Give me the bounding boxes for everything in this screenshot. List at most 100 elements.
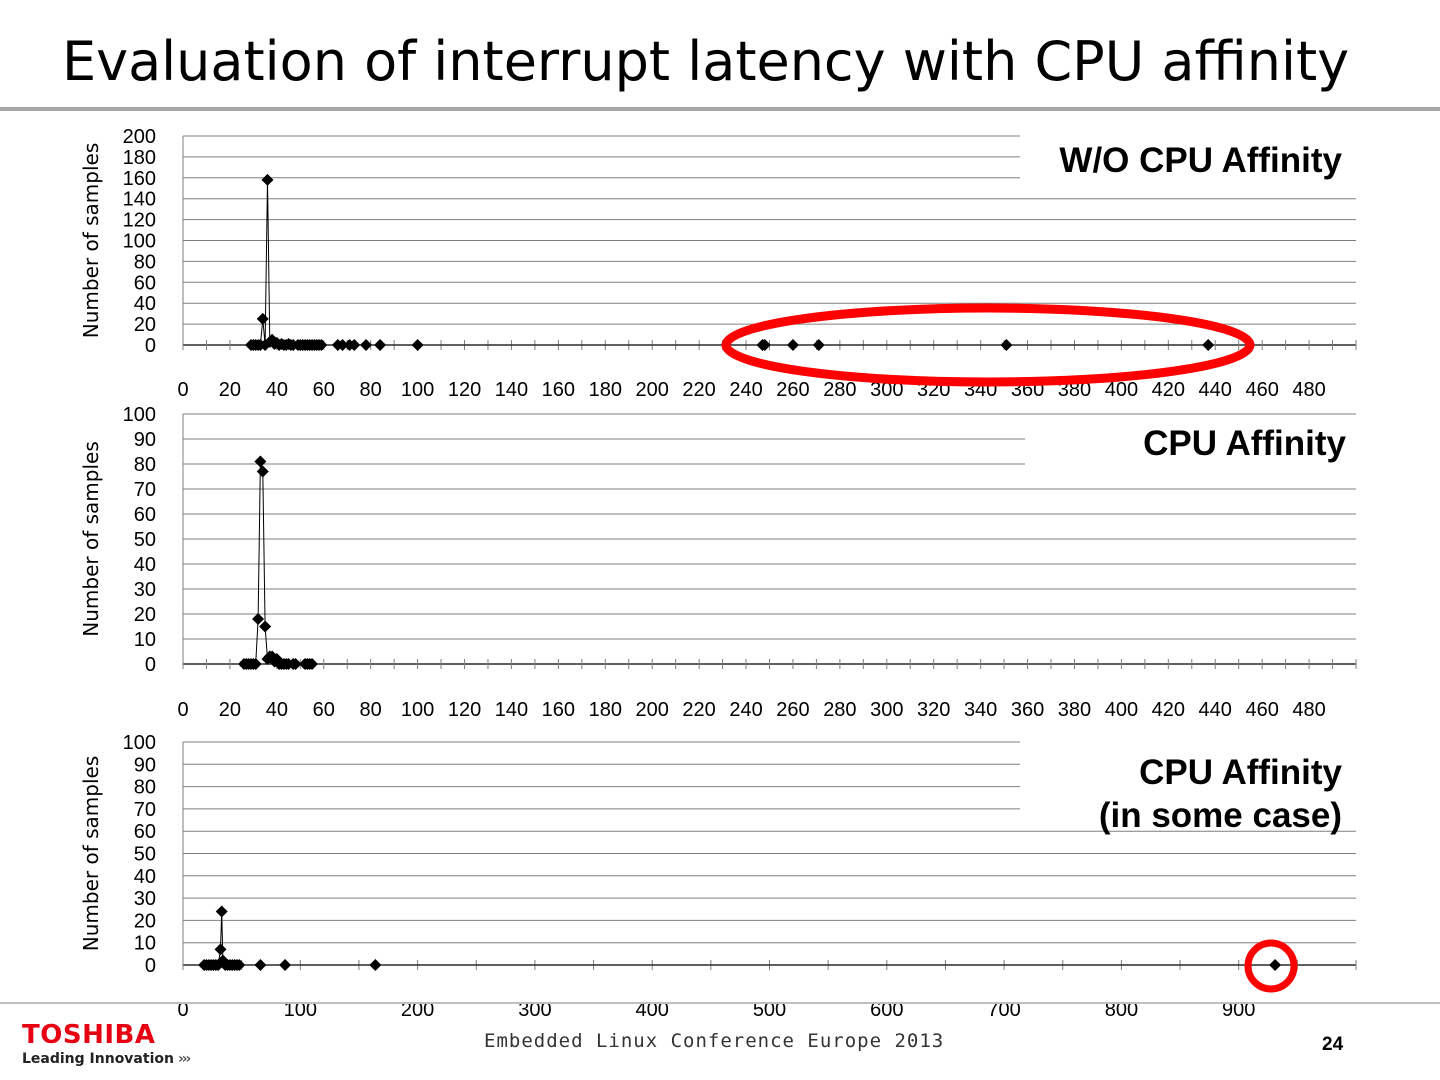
y-tick-label: 40 bbox=[134, 554, 156, 576]
x-tick-label: 40 bbox=[266, 699, 288, 721]
page-number: 24 bbox=[1322, 1034, 1344, 1055]
data-point bbox=[348, 339, 361, 351]
y-tick-label: 80 bbox=[134, 454, 156, 476]
brand-logo: TOSHIBA Leading Innovation ››› bbox=[22, 1020, 191, 1067]
brand-tagline-text: Leading Innovation bbox=[22, 1051, 174, 1067]
y-axis-title: Number of samples bbox=[79, 143, 103, 338]
x-tick-label: 140 bbox=[495, 379, 528, 401]
x-tick-label: 0 bbox=[177, 379, 188, 401]
legend-box bbox=[1020, 740, 1360, 830]
brand-name: TOSHIBA bbox=[22, 1020, 156, 1050]
y-tick-label: 50 bbox=[134, 529, 156, 551]
x-tick-label: 300 bbox=[518, 999, 551, 1021]
chart-title: W/O CPU Affinity bbox=[1059, 141, 1342, 180]
y-tick-label: 20 bbox=[134, 314, 156, 336]
chart-2: 0 10 20 30 40 50 60 70 80 90 100 0 20 40 60 80 100 120 140… bbox=[79, 404, 1360, 721]
x-tick-label: 300 bbox=[870, 379, 903, 401]
y-tick-label: 40 bbox=[134, 293, 156, 315]
x-tick-label: 120 bbox=[448, 699, 481, 721]
y-tick-label: 200 bbox=[123, 126, 156, 148]
x-tick-label: 400 bbox=[1105, 699, 1138, 721]
data-point bbox=[306, 658, 319, 670]
chart-title: CPU Affinity bbox=[1143, 424, 1346, 463]
title-divider bbox=[0, 107, 1440, 111]
y-tick-label: 60 bbox=[134, 821, 156, 843]
y-tick-label: 40 bbox=[134, 866, 156, 888]
series-line bbox=[244, 461, 312, 665]
x-tick-label: 500 bbox=[753, 999, 786, 1021]
x-tick-label: 360 bbox=[1011, 699, 1044, 721]
x-tick-label: 400 bbox=[636, 999, 669, 1021]
x-tick-label: 200 bbox=[636, 699, 669, 721]
data-point bbox=[1000, 339, 1013, 351]
x-tick-label: 400 bbox=[1105, 379, 1138, 401]
data-point bbox=[256, 312, 269, 325]
data-point bbox=[254, 959, 267, 971]
legend-box bbox=[1020, 130, 1360, 182]
x-tick-label: 140 bbox=[495, 699, 528, 721]
chart-title: (in some case) bbox=[1099, 796, 1342, 835]
x-tick-label: 60 bbox=[313, 379, 335, 401]
data-point bbox=[256, 465, 269, 478]
y-tick-label: 70 bbox=[134, 799, 156, 821]
x-tick-label: 460 bbox=[1245, 699, 1278, 721]
x-tick-label: 460 bbox=[1245, 379, 1278, 401]
data-point bbox=[279, 959, 292, 971]
y-tick-label: 60 bbox=[134, 504, 156, 526]
x-tick-label: 260 bbox=[776, 699, 809, 721]
data-point bbox=[289, 658, 302, 670]
x-tick-label: 420 bbox=[1152, 699, 1185, 721]
x-tick-label: 100 bbox=[284, 999, 317, 1021]
x-tick-label: 0 bbox=[177, 999, 188, 1021]
y-tick-label: 80 bbox=[134, 777, 156, 799]
y-tick-label: 10 bbox=[134, 629, 156, 651]
y-tick-label: 100 bbox=[123, 231, 156, 253]
x-tick-label: 480 bbox=[1292, 379, 1325, 401]
y-tick-label: 20 bbox=[134, 604, 156, 626]
y-tick-label: 80 bbox=[134, 251, 156, 273]
highlight-circle bbox=[1244, 939, 1298, 993]
y-tick-label: 30 bbox=[134, 579, 156, 601]
y-tick-label: 30 bbox=[134, 888, 156, 910]
data-point bbox=[254, 455, 267, 468]
y-tick-label: 90 bbox=[134, 429, 156, 451]
data-point bbox=[336, 339, 349, 351]
data-point bbox=[1269, 959, 1282, 971]
data-point bbox=[215, 905, 228, 918]
x-tick-label: 420 bbox=[1152, 379, 1185, 401]
x-tick-label: 160 bbox=[542, 379, 575, 401]
chevron-right-icon: ››› bbox=[177, 1051, 191, 1067]
y-tick-label: 0 bbox=[145, 335, 156, 357]
x-tick-label: 480 bbox=[1292, 699, 1325, 721]
x-tick-label: 700 bbox=[987, 999, 1020, 1021]
x-tick-label: 280 bbox=[823, 699, 856, 721]
data-point bbox=[758, 339, 771, 351]
x-tick-label: 40 bbox=[266, 379, 288, 401]
x-tick-label: 300 bbox=[870, 699, 903, 721]
y-tick-label: 70 bbox=[134, 479, 156, 501]
x-tick-label: 440 bbox=[1199, 379, 1232, 401]
x-tick-label: 20 bbox=[219, 699, 241, 721]
x-tick-label: 80 bbox=[360, 699, 382, 721]
data-point bbox=[786, 339, 799, 351]
data-point bbox=[252, 613, 265, 625]
data-point bbox=[249, 658, 262, 670]
x-tick-label: 200 bbox=[636, 379, 669, 401]
data-point bbox=[261, 173, 274, 186]
x-tick-label: 100 bbox=[401, 699, 434, 721]
y-tick-label: 160 bbox=[123, 168, 156, 190]
data-point bbox=[233, 959, 246, 971]
data-point bbox=[315, 339, 328, 351]
x-tick-label: 600 bbox=[870, 999, 903, 1021]
data-point bbox=[411, 339, 424, 351]
x-tick-label: 240 bbox=[729, 699, 762, 721]
x-tick-label: 220 bbox=[682, 699, 715, 721]
x-tick-label: 320 bbox=[917, 699, 950, 721]
y-tick-label: 10 bbox=[134, 933, 156, 955]
y-axis-title: Number of samples bbox=[79, 441, 103, 636]
y-tick-label: 0 bbox=[145, 955, 156, 977]
y-axis-title: Number of samples bbox=[79, 756, 103, 951]
